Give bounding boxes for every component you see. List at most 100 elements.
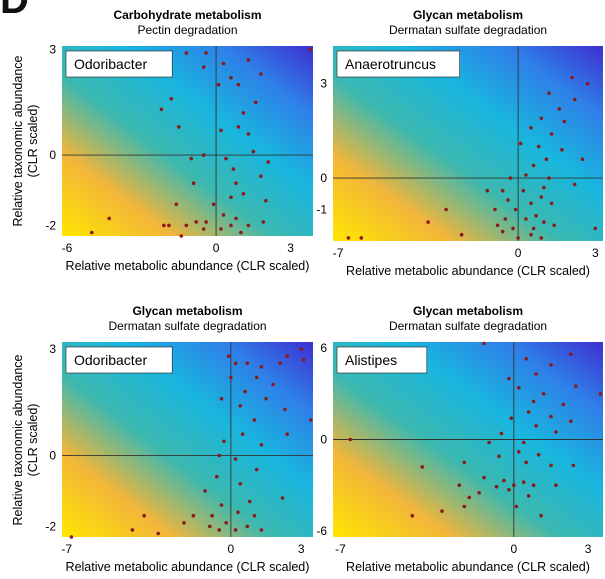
- data-point: [536, 144, 541, 149]
- data-point: [233, 457, 238, 461]
- chart-title: Carbohydrate metabolism: [113, 8, 261, 22]
- data-point: [539, 513, 543, 518]
- data-point: [497, 454, 501, 459]
- data-point: [233, 361, 238, 366]
- data-point: [541, 392, 546, 396]
- data-point: [219, 227, 223, 231]
- x-axis-label: Relative metabolic abundance (CLR scaled…: [66, 560, 310, 574]
- data-point: [299, 347, 304, 351]
- data-point: [283, 407, 287, 412]
- data-point: [499, 431, 504, 436]
- data-point: [534, 424, 538, 428]
- data-point: [571, 463, 576, 468]
- y-tick-label: 3: [49, 43, 56, 57]
- data-point: [549, 414, 553, 419]
- data-point: [549, 363, 553, 367]
- data-point: [251, 149, 256, 154]
- data-point: [507, 488, 511, 492]
- data-point: [542, 220, 546, 224]
- data-point: [219, 128, 223, 133]
- data-point: [539, 116, 544, 121]
- y-tick-label: 3: [320, 77, 327, 91]
- data-point: [204, 51, 208, 55]
- data-point: [264, 396, 268, 401]
- taxon-label: Odoribacter: [65, 50, 173, 78]
- data-point: [156, 531, 160, 536]
- x-tick-label: 3: [287, 241, 294, 255]
- data-point: [233, 528, 238, 532]
- x-tick-label: -7: [335, 542, 346, 556]
- data-point: [511, 226, 515, 231]
- x-tick-label: 3: [592, 246, 599, 260]
- data-point: [467, 495, 472, 500]
- data-point: [215, 474, 219, 479]
- data-point: [252, 513, 257, 518]
- y-tick-label: -2: [45, 519, 56, 533]
- data-point: [482, 341, 486, 346]
- data-point: [271, 382, 275, 387]
- data-point: [259, 72, 263, 76]
- data-point: [534, 214, 538, 218]
- data-point: [462, 504, 467, 509]
- data-point: [572, 97, 577, 102]
- data-point: [426, 220, 430, 224]
- data-point: [226, 354, 231, 359]
- data-point: [201, 227, 206, 231]
- data-point: [229, 375, 233, 380]
- data-point: [264, 199, 268, 203]
- data-point: [560, 148, 564, 152]
- data-point: [174, 202, 179, 207]
- data-point: [521, 440, 526, 445]
- data-point: [201, 153, 206, 157]
- data-point: [179, 234, 184, 238]
- data-point: [254, 375, 259, 380]
- data-point: [557, 107, 562, 111]
- chart-subtitle: Dermatan sulfate degradation: [389, 23, 547, 37]
- y-tick-label: 6: [320, 341, 327, 355]
- data-point: [482, 475, 486, 480]
- data-point: [531, 163, 536, 168]
- data-point: [598, 392, 603, 396]
- data-point: [580, 157, 585, 161]
- data-point: [241, 111, 246, 115]
- y-axis-label: Relative taxonomic abundance (CLR scaled): [11, 55, 40, 226]
- data-point: [514, 504, 519, 509]
- data-point: [521, 188, 526, 193]
- y-tick-label: 0: [49, 448, 56, 462]
- chart-subtitle: Dermatan sulfate degradation: [389, 319, 547, 333]
- data-point: [238, 482, 243, 486]
- plot-area: [62, 342, 313, 537]
- y-tick-label: -1: [316, 203, 327, 217]
- taxon-label: Anaerotruncus: [336, 50, 460, 78]
- y-tick-label: 0: [49, 148, 56, 162]
- data-point: [204, 220, 208, 224]
- chart-title: Glycan metabolism: [132, 304, 242, 318]
- y-axis-label: Relative taxonomic abundance (CLR scaled): [11, 354, 40, 525]
- chart-title: Glycan metabolism: [413, 8, 523, 22]
- x-axis-label: Relative metabolic abundance (CLR scaled…: [346, 560, 590, 574]
- data-point: [219, 503, 224, 507]
- data-point: [211, 202, 216, 207]
- data-point: [517, 449, 521, 454]
- data-point: [236, 82, 241, 87]
- data-point: [477, 491, 481, 495]
- data-point: [572, 182, 577, 187]
- taxon-label: Alistipes: [336, 346, 428, 374]
- data-point: [208, 524, 212, 529]
- data-point: [585, 81, 590, 86]
- data-point: [493, 207, 497, 212]
- data-point: [191, 181, 196, 185]
- data-point: [221, 61, 226, 66]
- data-point: [245, 361, 250, 366]
- data-point: [509, 416, 514, 421]
- data-point: [224, 156, 228, 161]
- data-point: [234, 181, 238, 185]
- data-point: [524, 460, 528, 465]
- data-point: [529, 201, 533, 206]
- data-point: [130, 528, 135, 532]
- data-point: [69, 535, 74, 539]
- data-point: [167, 223, 171, 228]
- data-point: [239, 230, 243, 235]
- data-point: [246, 132, 251, 136]
